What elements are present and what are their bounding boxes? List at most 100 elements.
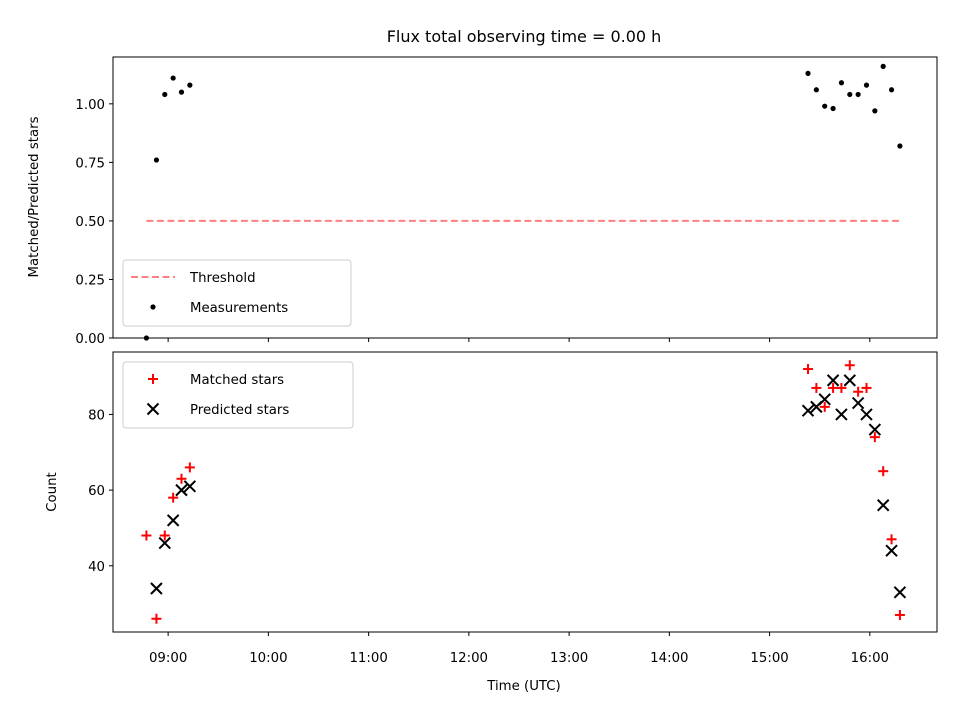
measurement-point xyxy=(880,63,886,69)
bottom-legend: Matched stars Predicted stars xyxy=(122,361,354,429)
predicted-star-point-b xyxy=(818,393,831,406)
matched-star-point xyxy=(811,382,822,393)
matched-star-point xyxy=(886,534,897,545)
bottom-x-tick-label: 14:00 xyxy=(650,651,688,666)
predicted-star-point xyxy=(150,582,163,595)
predicted-star-point-b xyxy=(826,374,840,387)
top-y-tick-label: 0.00 xyxy=(75,332,105,347)
predicted-star-point-b xyxy=(158,536,171,550)
top-y-tick-label: 0.75 xyxy=(75,156,105,171)
matched-star-point xyxy=(803,364,814,375)
bottom-y-tick-label: 40 xyxy=(88,560,105,575)
predicted-star-point xyxy=(893,586,907,599)
measurement-point xyxy=(830,105,836,112)
measurement-point xyxy=(170,75,176,81)
predicted-star-point-b xyxy=(876,499,890,512)
bottom-panel: 40 60 80 09:00 10:00 11:00 12:00 13:00 14:00 15:0… xyxy=(45,351,938,694)
measurement-point xyxy=(143,335,150,341)
matched-star-point xyxy=(141,530,152,541)
bottom-legend-entry: Matched stars xyxy=(190,373,284,388)
predicted-star-point-b xyxy=(885,544,898,557)
top-y-tick-label: 0.25 xyxy=(75,273,105,288)
top-chart-title: Flux total observing time = 0.00 h xyxy=(387,27,662,46)
predicted-star-point-b xyxy=(166,514,180,527)
predicted-star-point xyxy=(876,499,890,512)
predicted-star-point xyxy=(801,404,815,417)
top-y-axis-label: Matched/Predicted stars xyxy=(27,116,42,277)
bottom-legend-entry: Predicted stars xyxy=(190,403,289,418)
measurement-point xyxy=(805,70,811,76)
measurement-point xyxy=(187,82,193,88)
predicted-star-point xyxy=(826,374,840,387)
predicted-star-point xyxy=(851,396,865,410)
predicted-star-point-b xyxy=(868,423,882,436)
measurement-point xyxy=(813,87,819,93)
measurement-point xyxy=(162,91,168,98)
bottom-plot-area: 40 60 80 09:00 10:00 11:00 12:00 13:00 14:00 15:0… xyxy=(88,351,938,666)
top-y-tick-label: 1.00 xyxy=(75,98,105,113)
predicted-star-point xyxy=(860,408,873,421)
top-panel: Flux total observing time = 0.00 h 0.000… xyxy=(27,27,938,347)
top-legend-entry: Threshold xyxy=(189,271,256,286)
predicted-star-point-b xyxy=(835,408,848,421)
predicted-star-point-b xyxy=(860,408,873,421)
measurement-point xyxy=(855,91,861,98)
bottom-x-tick-label: 15:00 xyxy=(750,651,788,666)
top-frame xyxy=(112,56,938,339)
predicted-star-point xyxy=(166,514,180,527)
top-legend-entry: Measurements xyxy=(190,301,288,316)
matched-star-point xyxy=(819,401,830,412)
predicted-star-point xyxy=(158,536,171,550)
measurement-point xyxy=(863,82,870,88)
bottom-frame xyxy=(112,351,938,633)
predicted-star-point-b xyxy=(150,582,163,595)
bottom-y-tick-label: 60 xyxy=(88,484,105,499)
bottom-x-tick-label: 11:00 xyxy=(349,651,387,666)
bottom-x-tick-label: 13:00 xyxy=(550,651,588,666)
matched-star-point xyxy=(828,382,839,393)
matched-star-point xyxy=(869,432,880,443)
predicted-star-point xyxy=(843,374,856,387)
legend-predicted-swatch-b xyxy=(146,402,160,416)
legend-matched-swatch xyxy=(148,374,158,384)
predicted-star-point-b xyxy=(843,374,856,387)
top-y-tick-label: 0.50 xyxy=(75,215,105,230)
bottom-x-tick-label: 09:00 xyxy=(149,651,187,666)
measurement-point xyxy=(178,89,185,95)
predicted-star-point xyxy=(885,544,898,557)
predicted-star-point-b xyxy=(175,483,188,497)
measurement-point xyxy=(838,80,845,86)
measurement-point xyxy=(153,157,160,163)
predicted-star-point xyxy=(835,408,848,421)
bottom-legend-box xyxy=(122,361,354,429)
bottom-y-axis-label: Count xyxy=(45,472,60,512)
legend-predicted-swatch xyxy=(146,402,160,416)
predicted-star-point-b xyxy=(893,586,907,599)
predicted-star-point-b xyxy=(801,404,815,417)
matched-star-point xyxy=(836,382,847,393)
matched-star-point xyxy=(878,466,889,477)
predicted-star-point xyxy=(175,483,188,497)
predicted-star-point xyxy=(868,423,882,436)
bottom-x-tick-label: 12:00 xyxy=(450,651,488,666)
matched-star-point xyxy=(168,492,179,503)
measurement-point xyxy=(888,87,895,93)
predicted-star-point-b xyxy=(183,480,197,493)
top-legend: Threshold Measurements xyxy=(122,259,352,327)
top-plot-area: 0.00 0.25 0.50 0.75 1.00 xyxy=(75,56,938,347)
bottom-y-tick-label: 80 xyxy=(88,408,105,423)
bottom-x-tick-label: 16:00 xyxy=(851,651,889,666)
bottom-x-tick-label: 10:00 xyxy=(249,651,287,666)
x-axis-label: Time (UTC) xyxy=(486,679,561,694)
matched-star-point xyxy=(159,530,170,541)
matched-star-point xyxy=(861,382,872,393)
measurement-point xyxy=(897,143,903,149)
predicted-star-point-b xyxy=(851,396,865,410)
matched-star-point xyxy=(151,613,162,624)
measurement-point xyxy=(847,91,853,98)
legend-measurements-swatch xyxy=(150,304,156,310)
matched-star-point xyxy=(844,360,855,371)
measurement-point xyxy=(822,103,828,109)
